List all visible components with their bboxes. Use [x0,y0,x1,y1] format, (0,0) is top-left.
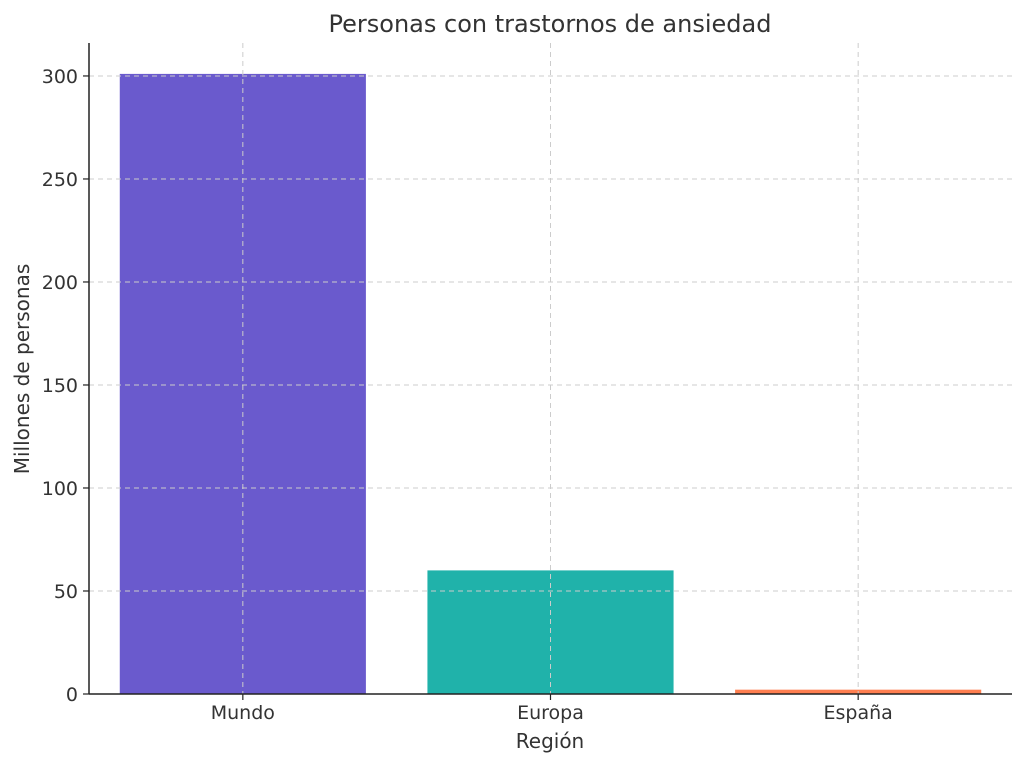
bar-mundo [119,73,366,694]
y-tick-label: 200 [42,272,78,294]
y-tick-label: 150 [42,375,78,397]
y-tick-label: 50 [54,581,78,603]
x-axis-label: Región [516,729,584,753]
grid [89,43,1012,695]
ticks: 0 50 100 150 200 250 300 Mundo Europa España [42,66,893,724]
y-tick-label: 0 [66,684,78,706]
x-tick-label: Mundo [211,702,275,724]
x-tick-label: Europa [517,702,584,724]
y-tick-label: 300 [42,66,78,88]
y-axis-label: Millones de personas [10,264,34,475]
x-tick-label: España [824,702,893,724]
y-tick-label: 250 [42,169,78,191]
bars [119,73,982,694]
y-tick-label: 100 [42,478,78,500]
chart-title: Personas con trastornos de ansiedad [329,10,772,38]
